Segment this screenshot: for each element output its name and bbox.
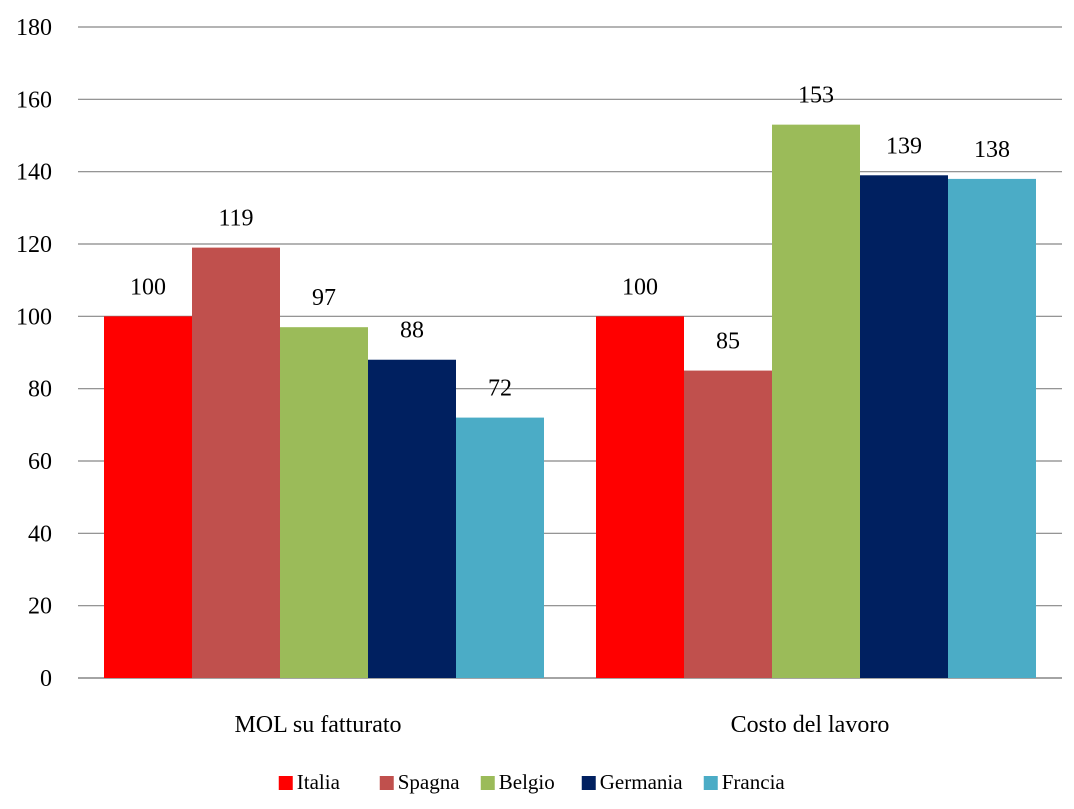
legend-swatch [581,776,596,790]
legend-swatch [480,776,495,790]
bar-germania-1 [860,175,948,679]
x-axis: MOL su fatturato Costo del lavoro [234,712,889,738]
data-label: 72 [488,376,512,402]
y-axis-ticks: 0 20 40 60 80 100 120 140 160 180 [16,15,52,692]
legend-swatch [278,776,293,790]
data-label: 88 [400,318,424,344]
legend-label: Francia [722,770,786,794]
bar-francia-1 [948,178,1036,678]
x-category-label: Costo del lavoro [731,712,890,738]
legend-label: Belgio [499,770,555,794]
y-tick-label: 140 [16,160,52,186]
bar-italia-0 [104,316,192,678]
bar-spagna-1 [684,370,772,678]
y-tick-label: 60 [28,449,52,475]
legend-item-germania: Germania [581,770,683,794]
bar-italia-1 [596,316,684,678]
data-label: 97 [312,285,336,311]
legend-item-francia: Francia [703,770,786,794]
data-label: 85 [716,329,740,355]
bar-belgio-0 [280,327,368,678]
legend-label: Spagna [398,770,461,794]
y-tick-label: 40 [28,521,52,547]
bar-belgio-1 [772,124,860,678]
y-tick-label: 160 [16,87,52,113]
data-label: 100 [622,274,658,300]
legend-swatch [703,776,718,790]
legend-label: Italia [297,770,341,794]
data-labels: 100 119 97 88 72 100 85 153 139 138 [130,83,1010,402]
data-label: 138 [974,137,1010,163]
data-label: 119 [218,206,253,232]
bars [104,124,1036,679]
x-category-label: MOL su fatturato [234,712,401,738]
bar-spagna-0 [192,247,280,678]
legend-swatch [379,776,394,790]
legend-item-italia: Italia [278,770,341,794]
y-tick-label: 120 [16,232,52,258]
y-tick-label: 100 [16,304,52,330]
y-tick-label: 0 [40,666,52,692]
data-label: 100 [130,274,166,300]
legend-label: Germania [600,770,683,794]
legend-item-spagna: Spagna [379,770,461,794]
y-tick-label: 180 [16,15,52,41]
y-tick-label: 80 [28,377,52,403]
bar-francia-0 [456,417,544,678]
legend: Italia Spagna Belgio Germania Francia [278,770,786,794]
bar-germania-0 [368,359,456,678]
data-label: 153 [798,83,834,109]
y-tick-label: 20 [28,594,52,620]
data-label: 139 [886,133,922,159]
legend-item-belgio: Belgio [480,770,555,794]
